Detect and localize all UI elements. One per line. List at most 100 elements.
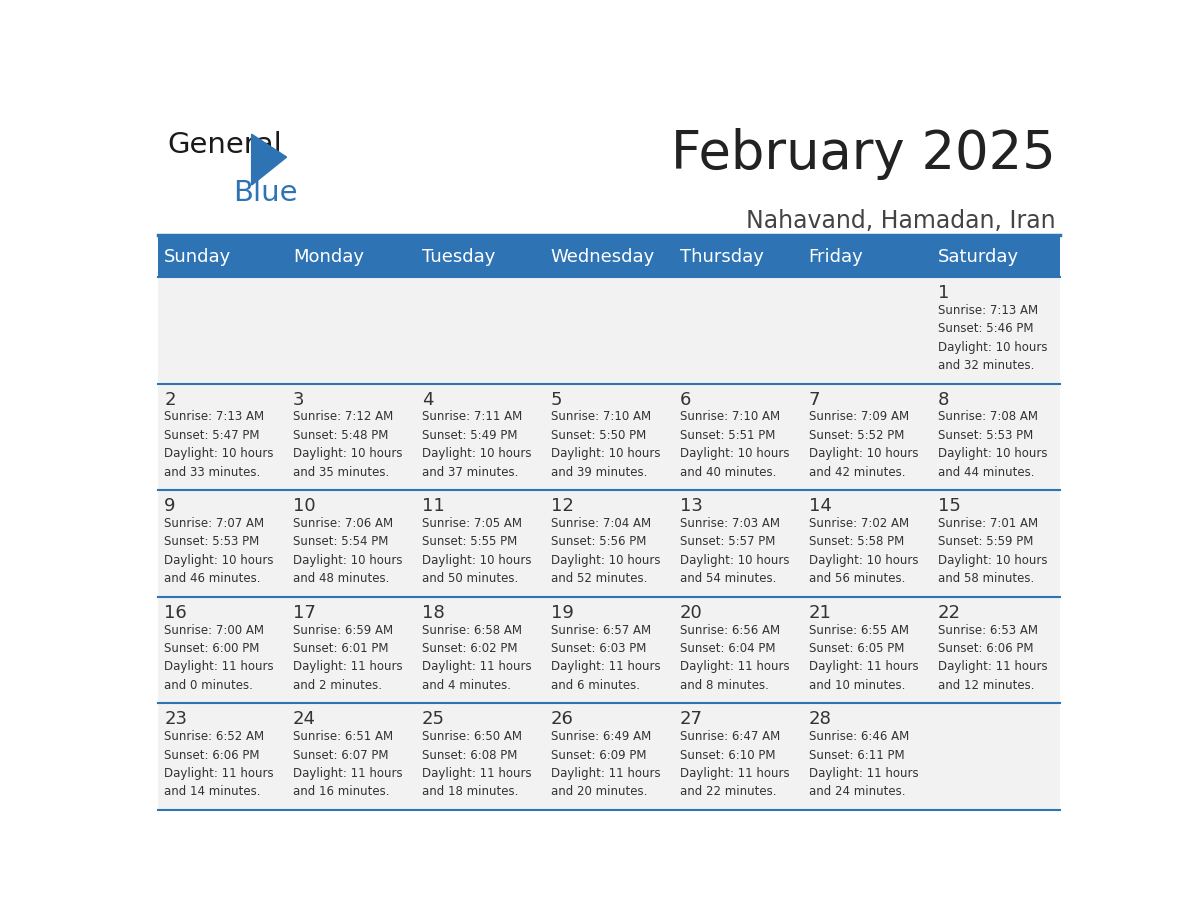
Text: Sunset: 6:08 PM: Sunset: 6:08 PM [422, 748, 517, 762]
Bar [931, 703, 1060, 810]
Text: Sunset: 5:48 PM: Sunset: 5:48 PM [293, 429, 388, 442]
Text: Sunrise: 6:55 AM: Sunrise: 6:55 AM [809, 623, 909, 636]
Text: and 48 minutes.: and 48 minutes. [293, 572, 390, 585]
Text: Sunrise: 6:47 AM: Sunrise: 6:47 AM [680, 730, 781, 744]
Text: Daylight: 11 hours: Daylight: 11 hours [551, 767, 661, 780]
Text: Daylight: 11 hours: Daylight: 11 hours [809, 767, 918, 780]
Text: Sunset: 6:06 PM: Sunset: 6:06 PM [164, 748, 260, 762]
Text: 18: 18 [422, 604, 444, 621]
Bar [802, 490, 931, 597]
Text: Daylight: 10 hours: Daylight: 10 hours [293, 554, 403, 566]
Bar [416, 490, 544, 597]
Text: Daylight: 10 hours: Daylight: 10 hours [551, 447, 661, 460]
Text: and 24 minutes.: and 24 minutes. [809, 786, 905, 799]
Text: Sunday: Sunday [164, 248, 232, 266]
Bar [931, 384, 1060, 490]
Text: and 6 minutes.: and 6 minutes. [551, 678, 640, 692]
Text: Sunset: 5:53 PM: Sunset: 5:53 PM [164, 535, 259, 548]
Text: Sunrise: 7:01 AM: Sunrise: 7:01 AM [937, 517, 1037, 530]
Text: and 22 minutes.: and 22 minutes. [680, 786, 776, 799]
Text: and 4 minutes.: and 4 minutes. [422, 678, 511, 692]
Bar [286, 490, 416, 597]
Text: and 32 minutes.: and 32 minutes. [937, 359, 1034, 372]
Text: Nahavand, Hamadan, Iran: Nahavand, Hamadan, Iran [746, 209, 1055, 233]
Bar [158, 703, 286, 810]
Text: and 0 minutes.: and 0 minutes. [164, 678, 253, 692]
Text: Sunrise: 7:00 AM: Sunrise: 7:00 AM [164, 623, 264, 636]
Text: Sunset: 5:52 PM: Sunset: 5:52 PM [809, 429, 904, 442]
Text: Daylight: 10 hours: Daylight: 10 hours [680, 447, 789, 460]
Text: 5: 5 [551, 391, 562, 409]
Text: Daylight: 10 hours: Daylight: 10 hours [937, 447, 1047, 460]
Text: Thursday: Thursday [680, 248, 764, 266]
Text: Sunrise: 7:02 AM: Sunrise: 7:02 AM [809, 517, 909, 530]
Text: Daylight: 10 hours: Daylight: 10 hours [809, 554, 918, 566]
Bar [416, 384, 544, 490]
Text: 2: 2 [164, 391, 176, 409]
Text: and 56 minutes.: and 56 minutes. [809, 572, 905, 585]
Text: Sunset: 5:46 PM: Sunset: 5:46 PM [937, 322, 1034, 335]
Bar [674, 384, 802, 490]
Text: 6: 6 [680, 391, 691, 409]
Bar [931, 597, 1060, 703]
Bar [286, 238, 416, 277]
Text: and 42 minutes.: and 42 minutes. [809, 465, 905, 478]
Bar [416, 238, 544, 277]
Text: 7: 7 [809, 391, 820, 409]
Text: Daylight: 10 hours: Daylight: 10 hours [680, 554, 789, 566]
Bar [674, 238, 802, 277]
Text: Monday: Monday [293, 248, 364, 266]
Text: Sunset: 6:01 PM: Sunset: 6:01 PM [293, 642, 388, 655]
Text: Daylight: 10 hours: Daylight: 10 hours [937, 341, 1047, 353]
Text: Sunset: 6:05 PM: Sunset: 6:05 PM [809, 642, 904, 655]
Text: Daylight: 10 hours: Daylight: 10 hours [937, 554, 1047, 566]
Text: Sunrise: 6:59 AM: Sunrise: 6:59 AM [293, 623, 393, 636]
Bar [286, 277, 416, 384]
Text: and 33 minutes.: and 33 minutes. [164, 465, 260, 478]
Text: Sunset: 5:53 PM: Sunset: 5:53 PM [937, 429, 1032, 442]
Text: Sunrise: 7:05 AM: Sunrise: 7:05 AM [422, 517, 522, 530]
Text: Sunset: 6:03 PM: Sunset: 6:03 PM [551, 642, 646, 655]
Text: Sunrise: 7:03 AM: Sunrise: 7:03 AM [680, 517, 779, 530]
Text: and 12 minutes.: and 12 minutes. [937, 678, 1034, 692]
Text: Sunrise: 7:11 AM: Sunrise: 7:11 AM [422, 410, 523, 423]
Text: and 8 minutes.: and 8 minutes. [680, 678, 769, 692]
Text: Daylight: 11 hours: Daylight: 11 hours [680, 660, 789, 674]
Text: Sunrise: 7:12 AM: Sunrise: 7:12 AM [293, 410, 393, 423]
Text: Sunset: 6:02 PM: Sunset: 6:02 PM [422, 642, 518, 655]
Text: Daylight: 11 hours: Daylight: 11 hours [937, 660, 1047, 674]
Polygon shape [252, 134, 286, 185]
Text: 15: 15 [937, 498, 960, 515]
Text: Daylight: 11 hours: Daylight: 11 hours [164, 767, 273, 780]
Text: Daylight: 11 hours: Daylight: 11 hours [680, 767, 789, 780]
Text: Sunset: 5:55 PM: Sunset: 5:55 PM [422, 535, 517, 548]
Text: Sunset: 6:11 PM: Sunset: 6:11 PM [809, 748, 904, 762]
Text: Daylight: 11 hours: Daylight: 11 hours [422, 660, 531, 674]
Text: and 39 minutes.: and 39 minutes. [551, 465, 647, 478]
Bar [802, 597, 931, 703]
Text: Sunset: 6:09 PM: Sunset: 6:09 PM [551, 748, 646, 762]
Text: 8: 8 [937, 391, 949, 409]
Text: Saturday: Saturday [937, 248, 1018, 266]
Text: and 54 minutes.: and 54 minutes. [680, 572, 776, 585]
Text: 14: 14 [809, 498, 832, 515]
Text: Sunrise: 7:09 AM: Sunrise: 7:09 AM [809, 410, 909, 423]
Text: Sunrise: 6:56 AM: Sunrise: 6:56 AM [680, 623, 779, 636]
Bar [544, 238, 674, 277]
Text: Daylight: 10 hours: Daylight: 10 hours [164, 554, 273, 566]
Text: and 35 minutes.: and 35 minutes. [293, 465, 390, 478]
Bar [416, 597, 544, 703]
Bar [674, 277, 802, 384]
Text: 27: 27 [680, 711, 703, 728]
Text: Sunset: 5:49 PM: Sunset: 5:49 PM [422, 429, 518, 442]
Bar [802, 277, 931, 384]
Bar [416, 277, 544, 384]
Text: Sunset: 5:50 PM: Sunset: 5:50 PM [551, 429, 646, 442]
Text: Daylight: 10 hours: Daylight: 10 hours [422, 447, 531, 460]
Bar [674, 490, 802, 597]
Text: and 44 minutes.: and 44 minutes. [937, 465, 1034, 478]
Text: Sunset: 6:06 PM: Sunset: 6:06 PM [937, 642, 1034, 655]
Text: Daylight: 10 hours: Daylight: 10 hours [164, 447, 273, 460]
Text: and 46 minutes.: and 46 minutes. [164, 572, 260, 585]
Text: Sunrise: 7:06 AM: Sunrise: 7:06 AM [293, 517, 393, 530]
